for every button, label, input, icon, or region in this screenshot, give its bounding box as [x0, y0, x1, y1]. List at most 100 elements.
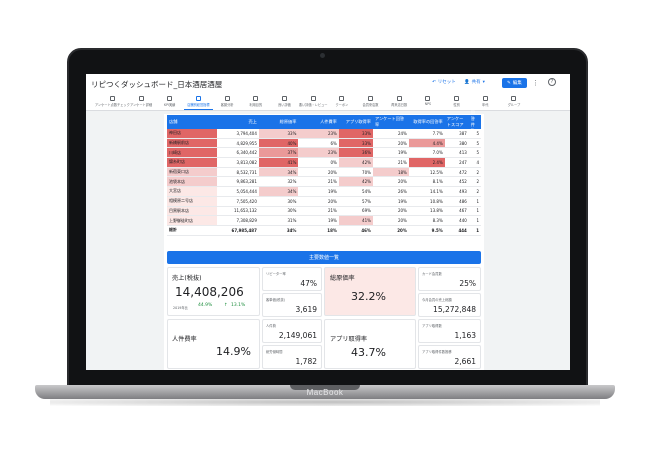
table-row[interactable]: 大宮店 5,054,444 34% 19% 54% 26% 14.1% 493 2: [167, 187, 481, 197]
tab-label: KPI実績: [164, 103, 176, 107]
cell-survey: 21%: [397, 159, 407, 165]
tab-label: NPS: [424, 102, 432, 106]
month-card-sales-label: 今月会員の売上総額: [422, 298, 452, 302]
tab-label: 性別: [453, 103, 460, 107]
more-vert-icon[interactable]: ⋮: [532, 79, 539, 87]
column-header[interactable]: 売上: [248, 119, 257, 124]
table-row[interactable]: 池袋本店 9,863,281 32% 21% 42% 20% 8.1% 452 2: [167, 177, 481, 188]
cell-store: 上野御徒町店: [167, 216, 217, 225]
cell-cnt: 2: [476, 179, 479, 185]
cell-sales: 7,308,829: [236, 218, 257, 224]
tab-10[interactable]: 再来店日数: [385, 95, 414, 110]
page-icon: [368, 96, 374, 101]
help-icon[interactable]: ?: [548, 78, 556, 86]
table-row[interactable]: 神田店 3,794,404 33% 23% 33% 24% 7.7% 387 5: [167, 129, 481, 139]
tab-3[interactable]: 店舗別経営指標: [184, 95, 213, 110]
labor-rate-card: 人件費率 14.9%: [167, 319, 260, 369]
column-header[interactable]: アプリ取得率: [345, 119, 371, 124]
month-card-sales-value: 15,272,848: [433, 305, 476, 314]
cell-labor: 19%: [327, 218, 337, 224]
labor-cost-card: 人件費 2,149,061: [262, 319, 322, 343]
cell-survey: 20%: [397, 140, 407, 146]
tab-8[interactable]: クーポン: [328, 95, 357, 110]
tab-2[interactable]: KPI実績: [155, 95, 184, 110]
cell-survey: 18%: [372, 167, 409, 177]
cell-sales: 4,829,955: [236, 140, 257, 146]
cell-score: 380: [459, 140, 467, 146]
repeat-rate-label: リピーター率: [266, 272, 286, 276]
cell-taste: 8.1%: [432, 179, 443, 185]
cell-cnt: 5: [476, 130, 479, 136]
tab-5[interactable]: 利用目的: [241, 95, 270, 110]
cell-labor: 23%: [298, 148, 339, 158]
table-total-row[interactable]: 総計 67,985,487 34% 18% 46% 20% 9.5% 444 1: [167, 226, 481, 236]
table-row[interactable]: 上野御徒町店 7,308,829 31% 19% 41% 20% 8.3% 440 1: [167, 216, 481, 226]
cell-labor: 6%: [330, 140, 337, 146]
table-row[interactable]: 目黒駅本店 11,653,132 30% 21% 69% 20% 13.8% 467 1: [167, 206, 481, 217]
tab-label: アンケート詳細: [129, 103, 153, 107]
cell-cnt: 1: [476, 218, 479, 224]
tab-0[interactable]: アンケート点数チェック: [95, 95, 130, 110]
card-members-label: カード会員数: [422, 272, 442, 276]
page-icon: [109, 96, 115, 101]
chevron-down-icon: ▾: [482, 79, 485, 85]
column-header[interactable]: アンケート回答率: [374, 116, 405, 127]
tab-11[interactable]: NPS: [414, 95, 443, 110]
table-row[interactable]: 錦糸町店 3,813,082 41% 0% 42% 21% 2.4% 247 4: [167, 158, 481, 168]
tab-14[interactable]: グループ: [500, 95, 529, 110]
laptop-notch: [290, 385, 360, 390]
tab-13[interactable]: 年代: [471, 95, 500, 110]
column-header[interactable]: 店舗: [169, 119, 178, 124]
cell-labor: 23%: [298, 129, 339, 138]
work-hours-card: 総労働時間 1,782: [262, 345, 322, 369]
reset-button[interactable]: ↶ リセット: [432, 79, 456, 86]
tab-7[interactable]: 悪い評価・レビュー: [299, 95, 328, 110]
device-brand: MacBook: [306, 388, 344, 397]
total-cost-label: 総原価率: [330, 275, 355, 282]
cell-labor: 21%: [327, 208, 337, 214]
cell-store: 相模原二号店: [167, 196, 217, 206]
page-tabs: アンケート点数チェック アンケート詳細 KPI実績 店舗別経営指標 客層分析 利用目的 良い…: [86, 95, 570, 111]
cell-store: 新宿東口店: [167, 167, 217, 177]
app-rate-value: 43.7%: [351, 346, 386, 359]
cell-store: 神田店: [167, 129, 217, 138]
sales-label: 売上(税抜): [172, 275, 202, 282]
table-row[interactable]: 新宿東口店 8,532,731 34% 20% 70% 18% 12.5% 472 2: [167, 167, 481, 178]
tab-1[interactable]: アンケート詳細: [127, 95, 156, 110]
app-survey-value: 2,661: [454, 357, 476, 366]
column-header[interactable]: 取得率の回答率: [413, 119, 443, 124]
page-icon: [425, 96, 431, 101]
kpi-section-title: 主要数値一覧: [167, 251, 481, 264]
cell-taste: 7.7%: [432, 130, 443, 136]
column-header[interactable]: 人件費率: [320, 119, 337, 124]
cell-survey: 20%: [397, 218, 407, 224]
cell-store: 大宮店: [167, 187, 217, 196]
undo-icon: ↶: [432, 79, 436, 85]
column-header[interactable]: 回答件数: [470, 110, 475, 133]
column-header[interactable]: アンケートスコア: [446, 116, 464, 127]
app-rate-label: アプリ取得率: [330, 336, 368, 343]
column-header[interactable]: 総原価率: [279, 119, 297, 124]
tab-9[interactable]: 会員来店数: [356, 95, 385, 110]
tab-label: 店舗別経営指標: [187, 103, 210, 107]
edit-button[interactable]: ✎ 編集: [502, 78, 527, 88]
cell-cost: 32%: [287, 179, 297, 185]
tab-label: クーポン: [335, 103, 349, 107]
tab-6[interactable]: 良い評価: [270, 95, 299, 110]
cell-score: 413: [459, 150, 467, 156]
cell-app: 42%: [338, 177, 373, 187]
repeat-rate-value: 47%: [300, 279, 317, 288]
share-button[interactable]: 👤 共有 ▾: [464, 79, 485, 86]
tab-4[interactable]: 客層分析: [213, 95, 242, 110]
total-cost-value: 32.2%: [351, 290, 386, 303]
table-row[interactable]: 川崎店 6,340,442 37% 23% 36% 19% 7.0% 413 5: [167, 148, 481, 159]
page-icon: [224, 96, 230, 101]
cell-score: 472: [459, 169, 467, 175]
cell-taste: 7.0%: [432, 150, 443, 156]
cell-store: 目黒駅本店: [167, 206, 217, 216]
table-row[interactable]: 新橋駅前店 4,829,955 40% 6% 33% 20% 4.4% 380 5: [167, 138, 481, 149]
cell-sales: 5,054,444: [236, 188, 257, 194]
cell-survey: 20%: [397, 227, 407, 233]
table-row[interactable]: 相模原二号店 7,505,420 30% 20% 57% 19% 10.8% 486 1: [167, 196, 481, 207]
tab-12[interactable]: 性別: [442, 95, 471, 110]
